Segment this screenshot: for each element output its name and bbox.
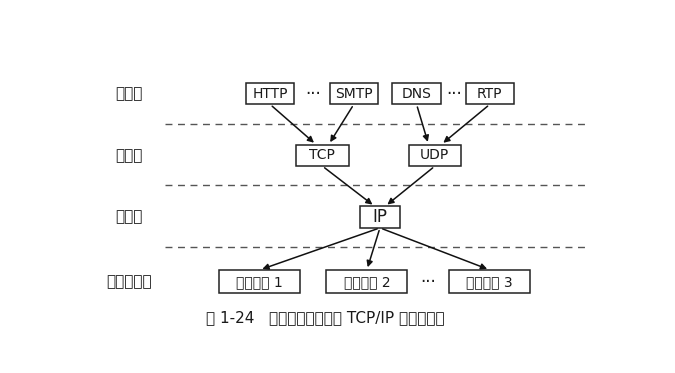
Text: 应用层: 应用层 — [115, 86, 142, 101]
Text: ···: ··· — [446, 85, 462, 103]
Text: 图 1-24   沙漏计时器形状的 TCP/IP 协议族示意: 图 1-24 沙漏计时器形状的 TCP/IP 协议族示意 — [206, 310, 444, 325]
Bar — [219, 270, 300, 294]
Text: 网络接口 3: 网络接口 3 — [466, 275, 513, 289]
Bar — [360, 206, 400, 228]
Bar — [392, 83, 441, 104]
Text: DNS: DNS — [402, 87, 431, 101]
Text: ···: ··· — [305, 85, 321, 103]
Bar — [246, 83, 294, 104]
Bar — [326, 270, 408, 294]
Text: 网络接口 2: 网络接口 2 — [344, 275, 390, 289]
Bar — [466, 83, 514, 104]
Bar — [408, 145, 461, 166]
Bar — [329, 83, 378, 104]
Text: HTTP: HTTP — [252, 87, 288, 101]
Text: TCP: TCP — [309, 148, 335, 162]
Bar — [296, 145, 348, 166]
Text: ···: ··· — [421, 273, 437, 291]
Text: SMTP: SMTP — [335, 87, 373, 101]
Text: UDP: UDP — [421, 148, 450, 162]
Text: 网络接口层: 网络接口层 — [106, 274, 152, 289]
Text: RTP: RTP — [477, 87, 503, 101]
Text: 网络接口 1: 网络接口 1 — [236, 275, 283, 289]
Bar — [450, 270, 531, 294]
Text: IP: IP — [373, 208, 387, 226]
Text: 运输层: 运输层 — [115, 148, 142, 163]
Text: 网际层: 网际层 — [115, 210, 142, 225]
